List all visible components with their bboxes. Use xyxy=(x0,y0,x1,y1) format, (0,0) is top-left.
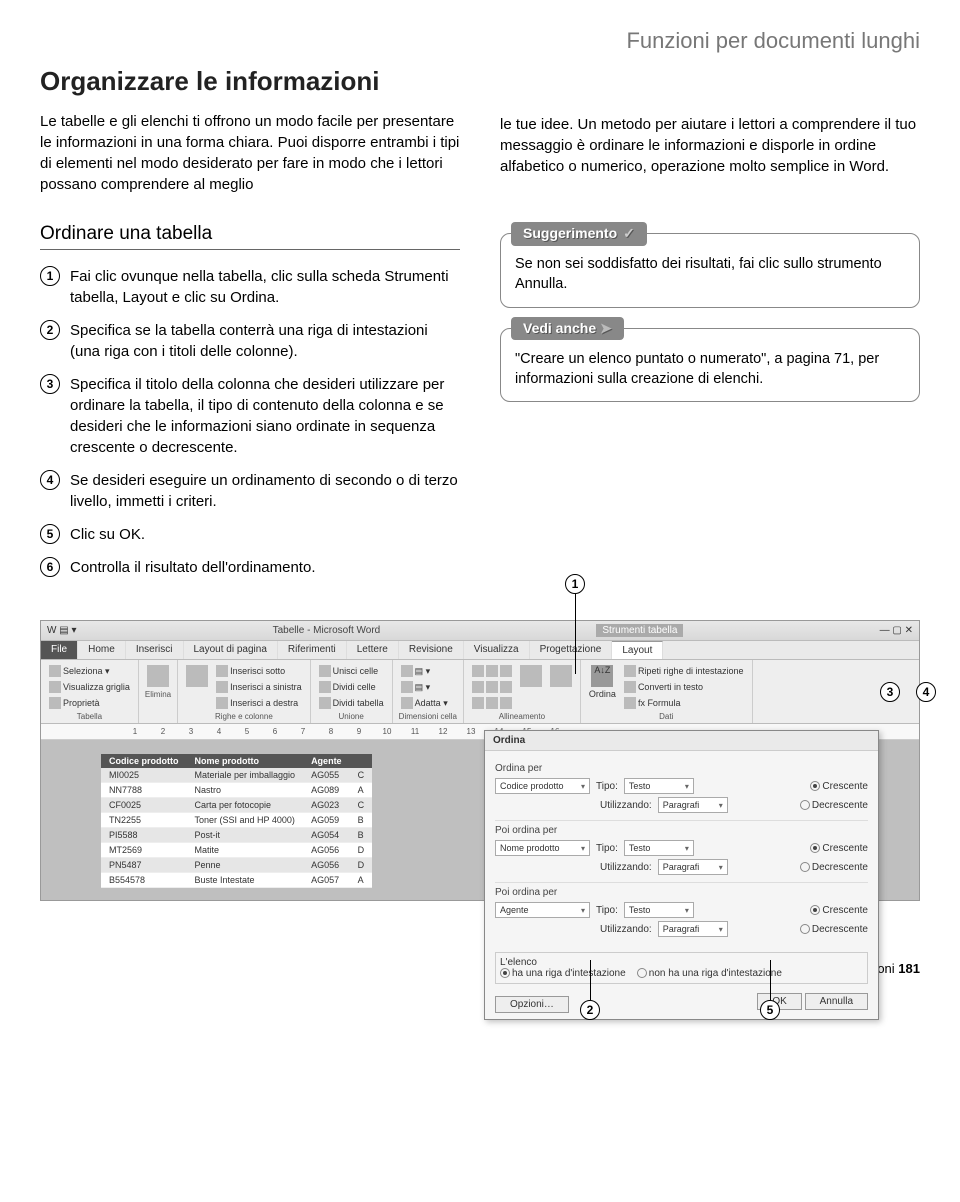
step-item: 5Clic su OK. xyxy=(40,524,460,545)
sort-dialog: Ordina Ordina per Codice prodotto Tipo: … xyxy=(484,730,879,1020)
ribbon: Seleziona ▾Visualizza grigliaProprietà T… xyxy=(41,660,919,724)
tip-body: Se non sei soddisfatto dei risultati, fa… xyxy=(515,254,905,295)
intro-left: Le tabelle e gli elenchi ti offrono un m… xyxy=(40,111,460,195)
tab-home[interactable]: Home xyxy=(78,641,126,659)
callout-5: 5 xyxy=(760,1000,780,1020)
annulla-button[interactable]: Annulla xyxy=(805,993,868,1010)
callout-1: 1 xyxy=(565,574,585,594)
callout-4: 4 xyxy=(916,682,936,702)
sort-type-select[interactable]: Testo xyxy=(624,840,694,856)
orientamento-testo[interactable] xyxy=(518,664,544,688)
sort-using-select[interactable]: Paragrafi xyxy=(658,859,728,875)
group-tabella: Seleziona ▾Visualizza grigliaProprietà T… xyxy=(41,660,139,723)
chapter-title: Funzioni per documenti lunghi xyxy=(40,28,920,54)
cmd-seleziona-[interactable]: Seleziona ▾ xyxy=(47,664,132,678)
tab-riferimenti[interactable]: Riferimenti xyxy=(278,641,347,659)
tip-box: Suggerimento Se non sei soddisfatto dei … xyxy=(500,233,920,308)
callout-2: 2 xyxy=(580,1000,600,1020)
cmd-dividi-tabella[interactable]: Dividi tabella xyxy=(317,696,386,710)
cmd-unisci-celle[interactable]: Unisci celle xyxy=(317,664,386,678)
tab-layout-di-pagina[interactable]: Layout di pagina xyxy=(184,641,278,659)
see-also-box: Vedi anche "Creare un elenco puntato o n… xyxy=(500,328,920,403)
step-item: 6Controlla il risultato dell'ordinamento… xyxy=(40,557,460,578)
tab-layout[interactable]: Layout xyxy=(612,641,663,659)
group-righe: Inserisci sotto Inserisci a sinistra Inser… xyxy=(178,660,311,723)
sort-using-select[interactable]: Paragrafi xyxy=(658,921,728,937)
ordina-button[interactable]: A↓ZOrdina xyxy=(587,664,618,700)
radio-has-header[interactable]: ha una riga d'intestazione xyxy=(500,968,626,979)
elimina-button[interactable] xyxy=(145,664,171,688)
cmd-inserisci-sotto[interactable]: Inserisci sotto xyxy=(214,664,304,678)
group-dati: A↓ZOrdina Ripeti righe di intestazione Co… xyxy=(581,660,753,723)
titlebar: W ▤ ▾ Tabelle - Microsoft Word Strumenti… xyxy=(41,621,919,641)
cmd-converti-in-testo[interactable]: Converti in testo xyxy=(622,680,746,694)
sort-type-select[interactable]: Testo xyxy=(624,778,694,794)
step-item: 4Se desideri eseguire un ordinamento di … xyxy=(40,470,460,512)
context-tabset: Strumenti tabella xyxy=(596,624,683,637)
window-title: Tabelle - Microsoft Word xyxy=(273,625,381,636)
sort-key-select[interactable]: Codice prodotto xyxy=(495,778,590,794)
cmd-propriet-[interactable]: Proprietà xyxy=(47,696,132,710)
group-unione: Unisci celleDividi celleDividi tabella U… xyxy=(311,660,393,723)
section-title: Ordinare una tabella xyxy=(40,223,460,250)
page-heading: Organizzare le informazioni xyxy=(40,66,460,97)
tip-label: Suggerimento xyxy=(511,222,647,246)
margini-cella[interactable] xyxy=(548,664,574,688)
see-body: "Creare un elenco puntato o numerato", a… xyxy=(515,349,905,390)
cmd-inserisci-a-destra[interactable]: Inserisci a destra xyxy=(214,696,304,710)
see-label: Vedi anche xyxy=(511,317,624,341)
radio-no-header[interactable]: non ha una riga d'intestazione xyxy=(637,968,782,979)
sort-type-select[interactable]: Testo xyxy=(624,902,694,918)
tab-inserisci[interactable]: Inserisci xyxy=(126,641,184,659)
cmd-dividi-celle[interactable]: Dividi celle xyxy=(317,680,386,694)
step-item: 2Specifica se la tabella conterrà una ri… xyxy=(40,320,460,362)
tab-lettere[interactable]: Lettere xyxy=(347,641,399,659)
tab-progettazione[interactable]: Progettazione xyxy=(530,641,613,659)
step-item: 1Fai clic ovunque nella tabella, clic su… xyxy=(40,266,460,308)
tab-revisione[interactable]: Revisione xyxy=(399,641,464,659)
group-allineamento: Allineamento xyxy=(464,660,581,723)
sort-using-select[interactable]: Paragrafi xyxy=(658,797,728,813)
tab-file[interactable]: File xyxy=(41,641,78,659)
sort-key-select[interactable]: Nome prodotto xyxy=(495,840,590,856)
tab-visualizza[interactable]: Visualizza xyxy=(464,641,530,659)
group-dimensioni: ▤ ▾ ▤ ▾ Adatta ▾ Dimensioni cella xyxy=(393,660,464,723)
document-area: Codice prodottoNome prodottoAgenteMI0025… xyxy=(41,740,919,900)
callout-3: 3 xyxy=(880,682,900,702)
cmd-fx-formula[interactable]: fx Formula xyxy=(622,696,746,710)
dialog-title: Ordina xyxy=(485,731,878,751)
word-window: W ▤ ▾ Tabelle - Microsoft Word Strumenti… xyxy=(40,620,920,901)
intro-right: le tue idee. Un metodo per aiutare i let… xyxy=(500,114,920,177)
group-elimina: Elimina xyxy=(139,660,178,723)
sort-key-select[interactable]: Agente xyxy=(495,902,590,918)
inserisci-sopra[interactable] xyxy=(184,664,210,688)
step-item: 3Specifica il titolo della colonna che d… xyxy=(40,374,460,458)
cmd-inserisci-a-sinistra[interactable]: Inserisci a sinistra xyxy=(214,680,304,694)
ribbon-tabs: FileHomeInserisciLayout di paginaRiferim… xyxy=(41,641,919,660)
opzioni-button[interactable]: Opzioni… xyxy=(495,996,569,1013)
sample-table: Codice prodottoNome prodottoAgenteMI0025… xyxy=(101,754,372,888)
cmd-visualizza-griglia[interactable]: Visualizza griglia xyxy=(47,680,132,694)
cmd-ripeti-righe-di-intestazione[interactable]: Ripeti righe di intestazione xyxy=(622,664,746,678)
